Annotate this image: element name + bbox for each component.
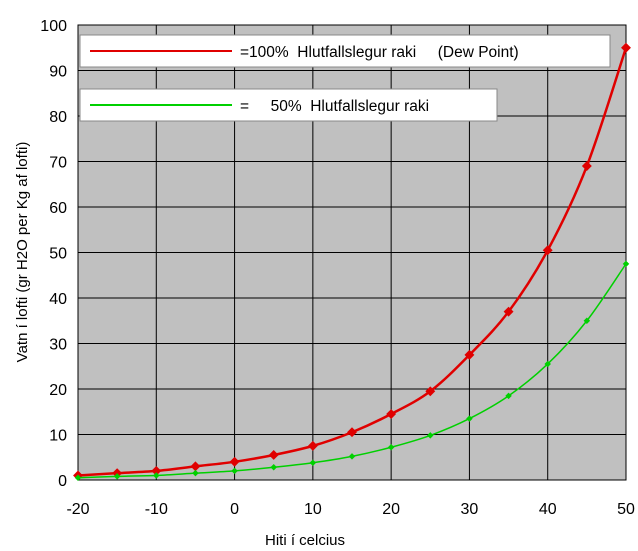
y-tick-label: 60 [49, 200, 67, 217]
series-1-point [622, 260, 630, 268]
series-0-point [386, 409, 397, 419]
series-1-point [348, 453, 356, 460]
series-1-point [153, 472, 160, 479]
series-0-point [190, 461, 201, 472]
legend-label-100: =100% Hlutfallslegur raki (Dew Point) [240, 44, 519, 61]
series-1-point [231, 467, 238, 475]
x-tick-label: 20 [382, 501, 400, 518]
series-0-point [425, 386, 436, 397]
series-0-point [268, 450, 279, 460]
series-0-point [347, 427, 357, 438]
series-0-point [307, 440, 318, 451]
series-1-point [427, 432, 434, 439]
y-tick-label: 40 [49, 291, 67, 308]
x-axis-title: Hiti í celcius [265, 532, 345, 549]
series-0-point [542, 245, 553, 256]
y-tick-label: 20 [49, 382, 67, 399]
series-1-point [466, 415, 473, 422]
series-1-point [387, 443, 395, 451]
legend-box-2 [79, 88, 498, 122]
series-1-point [505, 392, 512, 400]
y-tick-label: 80 [49, 109, 67, 126]
series-1-point [309, 459, 317, 466]
x-tick-label: 50 [617, 501, 635, 518]
x-tick-label: -10 [145, 501, 168, 518]
series-1-point [192, 469, 199, 477]
y-tick-label: 90 [49, 64, 67, 81]
x-tick-label: 10 [304, 501, 322, 518]
series-line-0 [77, 47, 628, 477]
series-1-point [583, 317, 591, 325]
series-1-point [544, 360, 551, 368]
y-tick-label: 0 [58, 473, 67, 490]
series-0-point [621, 42, 631, 53]
legend-label-50: = 50% Hlutfallslegur raki [240, 98, 429, 115]
series-lines [73, 42, 631, 481]
y-tick-label: 30 [49, 337, 67, 354]
x-tick-label: 40 [539, 501, 557, 518]
series-0-point [581, 161, 592, 171]
x-tick-label: 0 [230, 501, 239, 518]
y-tick-label: 70 [49, 155, 67, 172]
legend: =100% Hlutfallslegur raki (Dew Point) = … [79, 34, 611, 122]
y-axis-title: Vatn í lofti (gr H2O per Kg af lofti) [14, 142, 31, 363]
x-tick-label: 30 [461, 501, 479, 518]
x-tick-label: -20 [66, 501, 89, 518]
series-0-point [229, 456, 240, 467]
tick-labels: -20 -10 0 10 20 30 40 50 0 10 20 30 40 50 60 70 80 90 100 [40, 18, 635, 518]
series-0-point [151, 465, 162, 476]
y-tick-label: 10 [49, 428, 67, 445]
series-0-point [464, 349, 475, 360]
y-tick-label: 50 [49, 246, 67, 263]
y-tick-label: 100 [40, 18, 67, 35]
series-1-point [270, 464, 277, 471]
series-1-point [113, 473, 121, 480]
